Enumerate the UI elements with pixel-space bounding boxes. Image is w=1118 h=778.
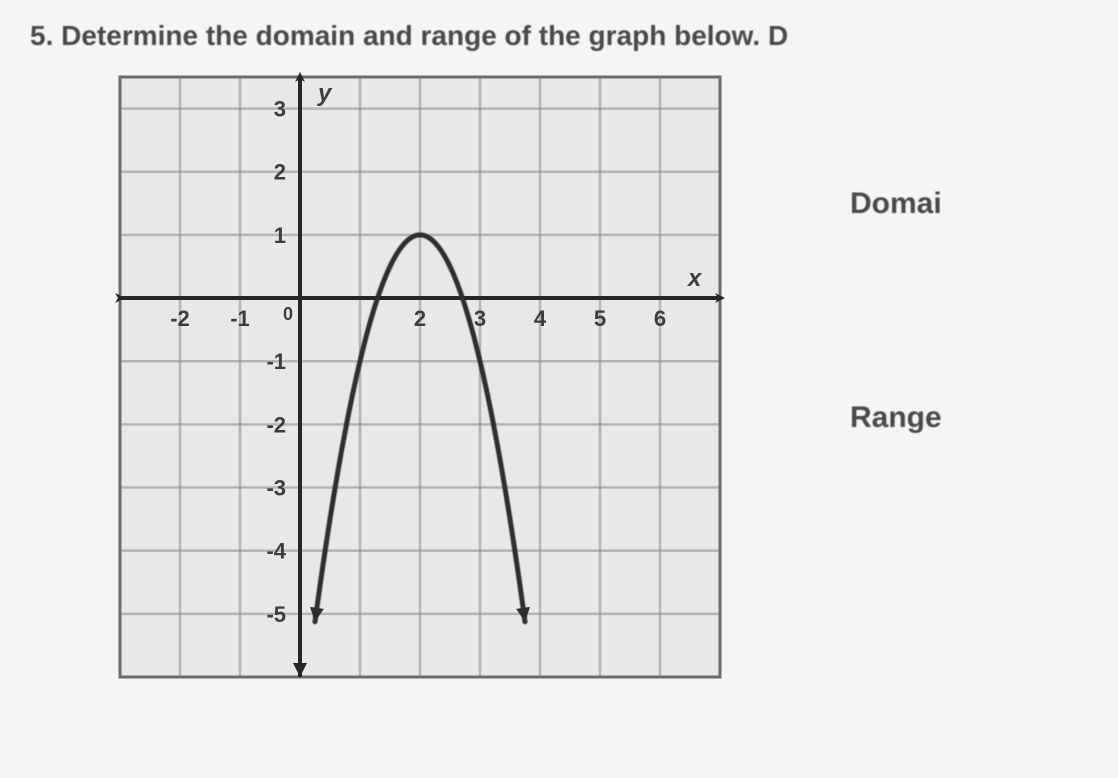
content-row: -2-1023456321-1-2-3-4-5yx Domai Range: [30, 67, 1088, 687]
domain-label: Domai: [850, 187, 942, 221]
graph-container: -2-1023456321-1-2-3-4-5yx: [110, 67, 730, 687]
coordinate-graph: -2-1023456321-1-2-3-4-5yx: [110, 67, 730, 687]
side-labels: Domai Range: [850, 187, 942, 435]
question-text: 5. Determine the domain and range of the…: [30, 20, 1088, 52]
range-label: Range: [850, 401, 942, 435]
